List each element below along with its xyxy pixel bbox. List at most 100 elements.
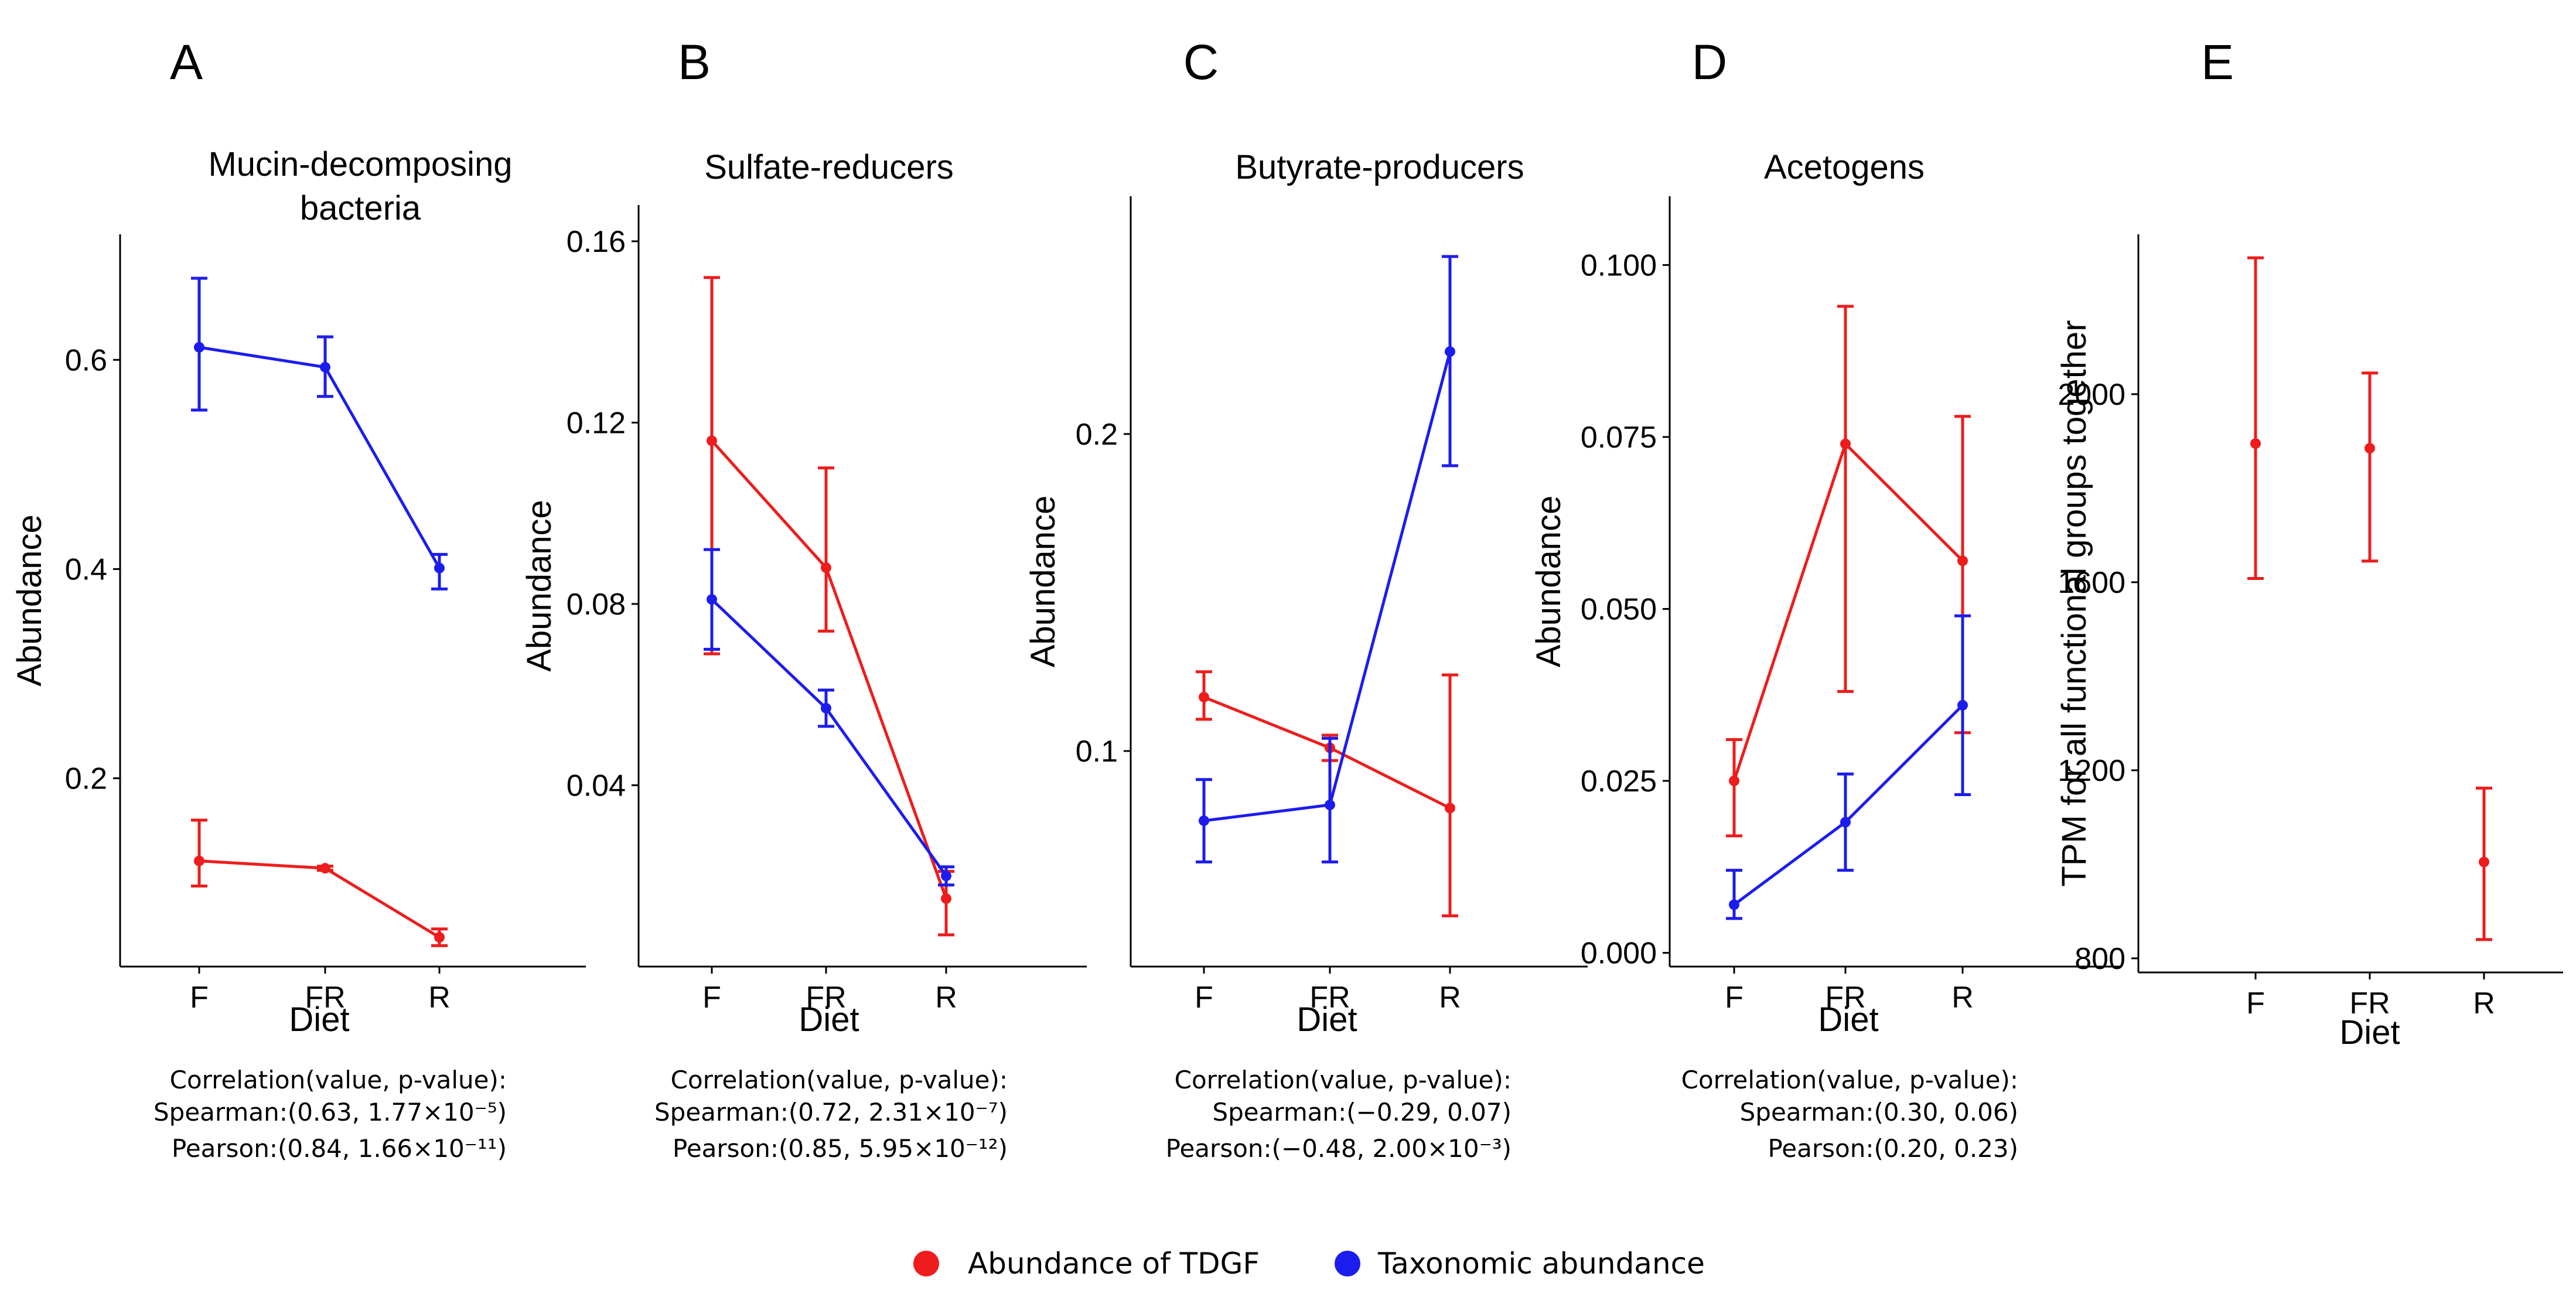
y-tick-label-d: 0.050 [1581, 592, 1657, 626]
correlation-text-b: Correlation(value, p-value): [671, 1066, 1008, 1094]
series-tdgf-a [191, 818, 448, 947]
panel-a: A Mucin-decomposing bacteria 0.2 0.4 0.6 F FR R D… [11, 35, 586, 1163]
series-line-tdgf-c [1203, 695, 1451, 810]
error-bar-tdgf-d [1726, 738, 1742, 838]
error-bar-tdgf-b [818, 466, 834, 633]
data-point-tdgf-e [2250, 438, 2261, 449]
panel-title-c: Butyrate-producers [1235, 148, 1524, 186]
data-point-taxonomic-c [1445, 346, 1455, 357]
y-axis-title-d: Abundance [1530, 496, 1568, 667]
x-axis-title-d: Diet [1818, 1001, 1878, 1039]
correlation-text-a: Pearson:(0.84, 1.66×10⁻¹¹) [172, 1134, 507, 1163]
y-axis-title-b: Abundance [520, 500, 558, 671]
panel-d: D Acetogens 0.000 0.025 0.050 0.075 0.100 F FR R D… [1530, 35, 2121, 1163]
x-tick-label-d: F [1725, 981, 1744, 1015]
x-tick-label-a: FR [305, 981, 345, 1015]
panel-b: B Sulfate-reducers 0.04 0.08 0.12 0.16 F FR R Die… [520, 35, 1087, 1163]
correlation-text-a: Correlation(value, p-value): [170, 1066, 507, 1094]
data-point-taxonomic-d [1729, 899, 1739, 910]
y-tick-label-d: 0.025 [1581, 764, 1657, 798]
error-bar-tdgf-e [2247, 256, 2264, 580]
panel-letter-c: C [1183, 35, 1219, 90]
y-tick-label-e: 800 [2075, 942, 2125, 976]
x-tick-label-c: F [1195, 981, 1213, 1015]
legend: Abundance of TDGF Taxonomic abundance [913, 1247, 1705, 1281]
y-tick-label-b: 0.04 [567, 769, 626, 803]
correlation-text-b: Spearman:(0.72, 2.31×10⁻⁷) [654, 1098, 1008, 1127]
x-tick-label-c: FR [1309, 981, 1350, 1015]
y-tick-label-d: 0.000 [1581, 937, 1657, 971]
x-tick-label-b: F [702, 981, 721, 1015]
series-taxonomic-c [1196, 255, 1458, 863]
legend-label-taxonomic: Taxonomic abundance [1377, 1247, 1705, 1281]
y-tick-label-c: 0.2 [1076, 418, 1118, 452]
y-axis-title-e: TPM for all functional groups together [2055, 320, 2093, 886]
series-line-tdgf-a [199, 859, 441, 939]
y-tick-label-e: 2000 [2058, 378, 2125, 412]
panel-letter-e: E [2201, 35, 2234, 90]
y-tick-label-a: 0.2 [65, 762, 107, 796]
correlation-text-c: Spearman:(−0.29, 0.07) [1212, 1098, 1512, 1127]
series-taxonomic-d [1726, 614, 1971, 920]
series-taxonomic-b [704, 548, 954, 887]
x-tick-label-e: FR [2349, 986, 2390, 1020]
correlation-text-c: Correlation(value, p-value): [1175, 1066, 1512, 1094]
data-point-tdgf-d [1729, 775, 1739, 786]
x-tick-label-e: R [2473, 986, 2495, 1020]
panel-title-b: Sulfate-reducers [704, 148, 954, 186]
error-bar-taxonomic-d [1726, 869, 1742, 920]
correlation-text-b: Pearson:(0.85, 5.95×10⁻¹²) [673, 1134, 1008, 1163]
y-tick-label-e: 1200 [2058, 754, 2125, 788]
series-line-taxonomic-a [199, 346, 441, 569]
data-point-tdgf-b [821, 562, 831, 574]
correlation-text-d: Spearman:(0.30, 0.06) [1740, 1098, 2018, 1127]
data-point-tdgf-e [2365, 443, 2375, 454]
series-line-taxonomic-b [711, 598, 948, 877]
panel-letter-b: B [678, 35, 711, 90]
y-axis-title-c: Abundance [1024, 496, 1062, 667]
data-point-tdgf-a [320, 863, 330, 874]
data-point-tdgf-e [2479, 856, 2489, 868]
data-point-taxonomic-a [434, 562, 445, 574]
y-tick-label-a: 0.4 [65, 552, 107, 586]
data-point-tdgf-b [941, 893, 951, 904]
series-line-tdgf-d [1732, 441, 1964, 781]
data-point-taxonomic-c [1325, 800, 1335, 811]
data-point-tdgf-d [1957, 555, 1968, 566]
panel-letter-a: A [170, 35, 203, 90]
data-point-tdgf-d [1840, 438, 1851, 449]
y-tick-label-a: 0.6 [65, 343, 107, 377]
series-line-tdgf-b [711, 439, 948, 899]
y-tick-label-d: 0.075 [1581, 421, 1657, 455]
correlation-text-d: Correlation(value, p-value): [1681, 1066, 2018, 1094]
data-point-taxonomic-b [941, 871, 951, 882]
data-point-taxonomic-a [320, 361, 330, 373]
data-point-tdgf-a [434, 932, 445, 943]
y-tick-label-b: 0.16 [567, 225, 626, 259]
data-point-taxonomic-c [1199, 815, 1209, 827]
data-point-taxonomic-d [1957, 699, 1968, 711]
x-tick-label-c: R [1439, 981, 1461, 1015]
panel-e: E 800 1200 1600 2000 F FR R Diet TPM for all func… [2055, 35, 2563, 1052]
panel-c: C Butyrate-producers 0.1 0.2 F FR R Diet Abundan… [1024, 35, 1588, 1163]
y-tick-label-e: 1600 [2058, 566, 2125, 600]
series-taxonomic-a [191, 276, 448, 590]
x-tick-label-d: R [1951, 981, 1974, 1015]
y-tick-label-b: 0.08 [567, 588, 626, 622]
series-tdgf-c [1196, 670, 1458, 917]
series-tdgf-e [2247, 256, 2492, 941]
data-point-taxonomic-b [821, 702, 831, 714]
data-point-tdgf-a [194, 855, 204, 866]
x-tick-label-a: R [428, 981, 451, 1015]
x-tick-label-a: F [190, 981, 209, 1015]
data-point-tdgf-c [1445, 803, 1455, 814]
y-tick-label-c: 0.1 [1076, 735, 1118, 769]
panel-title-d: Acetogens [1764, 148, 1925, 186]
data-point-taxonomic-d [1840, 817, 1851, 828]
x-axis-title-b: Diet [799, 1001, 859, 1039]
x-tick-label-b: FR [806, 981, 846, 1015]
data-point-tdgf-b [707, 435, 717, 446]
x-axis-title-a: Diet [289, 1001, 349, 1039]
y-tick-label-d: 0.100 [1581, 248, 1657, 282]
